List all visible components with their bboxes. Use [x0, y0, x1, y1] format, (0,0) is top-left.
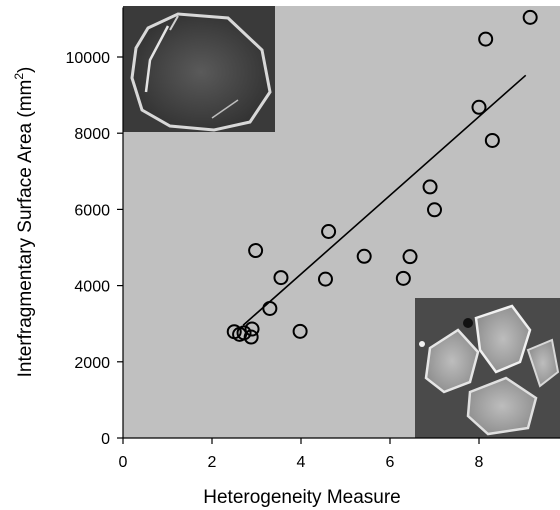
data-point [427, 202, 442, 218]
y-axis-title-end: ) [15, 67, 36, 73]
y-tick-label: 2000 [74, 355, 110, 372]
axes: 0 2 4 6 8 0 2000 4000 6000 8000 10000 [66, 7, 560, 471]
data-point [484, 132, 500, 148]
data-point [243, 329, 259, 345]
inset-ct-bottom-right [415, 298, 560, 438]
data-point [522, 9, 538, 25]
y-tick-label: 4000 [74, 279, 110, 296]
y-axis-title-main: Interfragmentary Surface Area (mm [15, 80, 36, 378]
y-axis-title-superscript: 2 [12, 73, 26, 80]
x-tick-label: 0 [119, 454, 128, 471]
x-tick-label: 4 [297, 454, 306, 471]
y-tick-label: 8000 [74, 126, 110, 143]
data-point [395, 270, 411, 286]
x-tick-label: 6 [386, 454, 395, 471]
x-tick-label: 8 [475, 454, 484, 471]
x-axis-title: Heterogeneity Measure [203, 487, 401, 508]
inset-ct-top-left [123, 6, 275, 132]
y-axis-title: Interfragmentary Surface Area (mm2) [12, 67, 36, 378]
data-point [471, 99, 487, 115]
data-point [244, 321, 260, 337]
data-point [292, 323, 308, 339]
data-point [248, 243, 264, 259]
data-point [321, 223, 337, 239]
data-points [226, 9, 538, 345]
data-point [317, 271, 333, 287]
data-point [262, 300, 278, 316]
data-point [402, 249, 418, 265]
y-tick-label: 10000 [66, 50, 111, 67]
y-tick-label: 6000 [74, 202, 110, 219]
x-tick-label: 2 [208, 454, 217, 471]
data-point [422, 179, 438, 195]
y-tick-label: 0 [101, 431, 110, 448]
data-point [356, 248, 372, 264]
trendline [242, 74, 527, 326]
data-point [478, 31, 494, 47]
data-point [273, 270, 289, 286]
